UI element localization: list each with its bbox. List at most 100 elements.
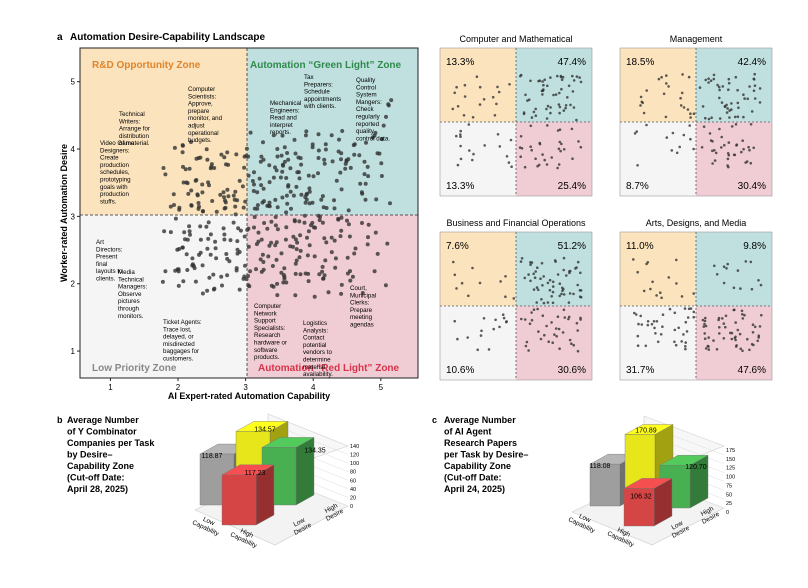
data-point <box>294 247 299 252</box>
data-point <box>646 320 650 323</box>
data-point <box>231 220 236 225</box>
zone-percentage: 30.6% <box>558 365 586 376</box>
data-point <box>634 313 638 316</box>
data-point <box>732 286 736 290</box>
data-point <box>225 273 230 278</box>
data-point <box>535 286 539 289</box>
data-point <box>572 343 575 347</box>
data-point <box>280 133 285 138</box>
data-point <box>496 85 499 89</box>
data-point <box>554 327 558 330</box>
data-point <box>184 252 189 257</box>
data-point <box>572 106 576 109</box>
data-point <box>358 181 363 186</box>
data-point <box>549 106 552 109</box>
data-point <box>541 284 544 287</box>
zone-green-background <box>247 48 418 215</box>
data-point <box>556 166 559 170</box>
data-point <box>558 282 562 286</box>
data-point <box>507 161 511 164</box>
data-point <box>752 146 755 150</box>
data-point <box>466 336 470 339</box>
data-point <box>571 74 574 78</box>
z-tick-label: 80 <box>350 470 356 476</box>
data-point <box>567 301 571 304</box>
data-point <box>579 80 583 84</box>
data-point <box>479 334 483 337</box>
data-point <box>532 308 536 312</box>
data-point <box>753 72 756 76</box>
data-point <box>677 326 680 330</box>
data-point <box>224 252 229 256</box>
data-point <box>495 102 498 106</box>
data-point <box>722 337 726 340</box>
bar-front <box>623 488 655 527</box>
data-point <box>317 218 322 223</box>
data-point <box>254 242 259 247</box>
data-point <box>703 337 707 341</box>
data-point <box>360 221 364 225</box>
data-point <box>528 322 532 326</box>
data-point <box>246 244 251 249</box>
zone-percentage: 51.2% <box>558 241 586 252</box>
data-point <box>523 165 527 169</box>
data-point <box>533 276 537 280</box>
data-point <box>275 293 280 298</box>
data-point <box>660 296 663 300</box>
data-point <box>741 139 744 142</box>
y-tick-label: 2 <box>71 280 76 289</box>
data-point <box>284 225 289 230</box>
data-point <box>312 294 317 299</box>
zone-green-label: Automation “Green Light” Zone <box>250 60 402 71</box>
data-point <box>689 112 692 115</box>
data-point <box>306 271 311 276</box>
data-point <box>687 75 691 79</box>
data-point <box>539 277 542 281</box>
data-point <box>751 331 755 334</box>
data-point <box>692 112 696 115</box>
data-point <box>293 237 298 242</box>
data-point <box>168 230 173 235</box>
data-point <box>750 287 754 291</box>
data-point <box>366 222 371 227</box>
data-point <box>568 338 572 342</box>
data-point <box>530 311 533 314</box>
data-point <box>242 234 247 239</box>
data-point <box>636 164 639 167</box>
task-annotation: Media Technical Managers: Observe pictures th… <box>118 269 148 320</box>
data-point <box>529 279 532 283</box>
data-point <box>193 279 198 284</box>
data-point <box>579 145 583 149</box>
bar-front <box>221 474 257 526</box>
zone-percentage: 13.3% <box>446 181 474 192</box>
zone-percentage: 10.6% <box>446 365 474 376</box>
data-point <box>682 333 685 336</box>
data-point <box>456 337 459 341</box>
data-point <box>577 140 580 143</box>
data-point <box>330 159 335 164</box>
data-point <box>177 207 182 212</box>
panel-b: b Average Number of Y Combinator Companies… <box>57 413 359 550</box>
data-point <box>383 283 388 288</box>
data-point <box>222 232 227 237</box>
data-point <box>655 294 658 297</box>
data-point <box>728 116 731 119</box>
data-point <box>675 151 679 155</box>
data-point <box>524 93 527 97</box>
data-point <box>748 348 751 352</box>
z-tick-label: 60 <box>350 478 356 484</box>
z-tick-label: 175 <box>726 448 735 454</box>
data-point <box>665 136 669 139</box>
data-point <box>723 143 726 147</box>
data-point <box>550 156 553 159</box>
data-point <box>261 267 266 272</box>
data-point <box>243 263 247 268</box>
data-point <box>456 105 460 108</box>
data-point <box>339 291 344 296</box>
data-point <box>476 348 480 352</box>
data-point <box>692 147 695 151</box>
data-point <box>385 241 390 246</box>
data-point <box>258 257 263 262</box>
data-point <box>730 102 733 105</box>
data-point <box>702 325 706 328</box>
